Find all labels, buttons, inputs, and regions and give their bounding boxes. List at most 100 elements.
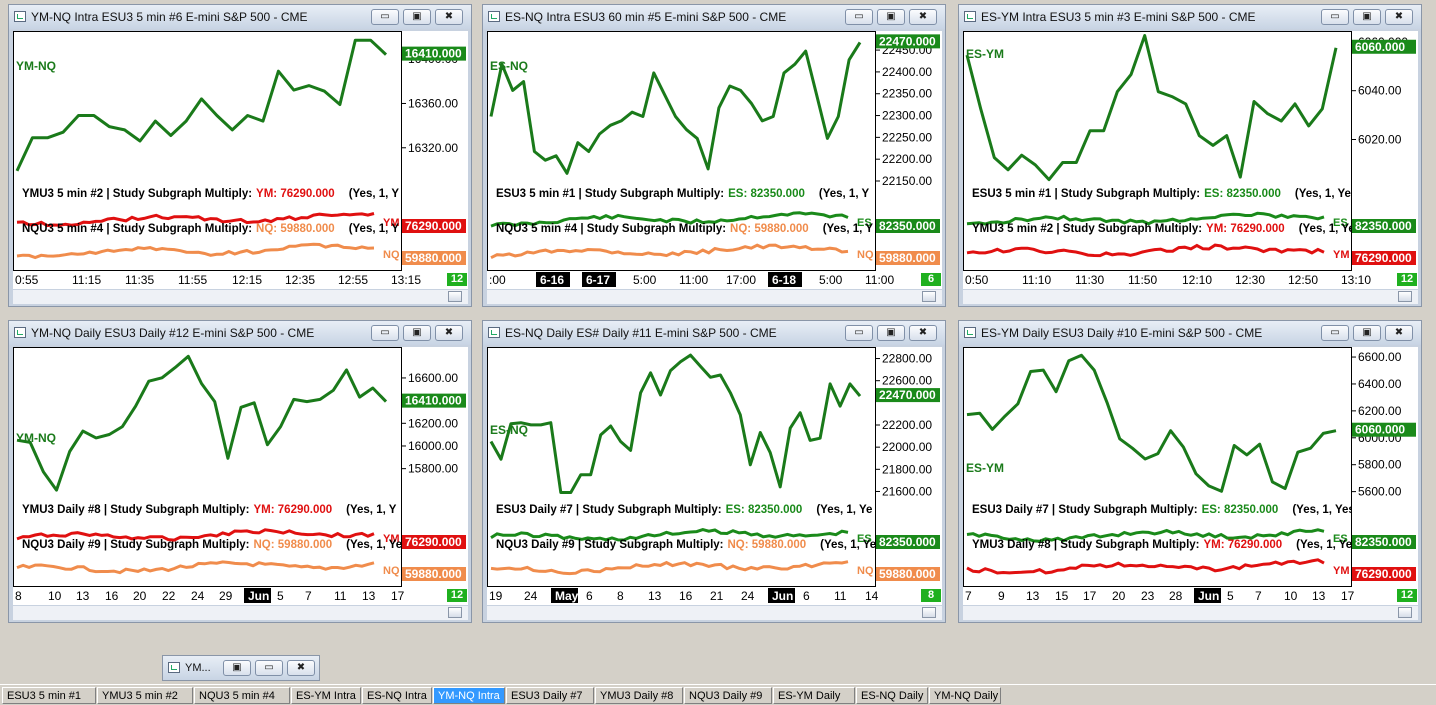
scrollbar-thumb[interactable] <box>448 291 462 302</box>
price-scale[interactable]: 16400.0016360.0016320.0016410.00076290.0… <box>402 31 468 271</box>
taskbar-tab[interactable]: ESU3 5 min #1 <box>2 687 96 704</box>
time-tick-label: 6 <box>586 589 593 603</box>
close-button[interactable]: ✖ <box>435 325 463 341</box>
taskbar-tab[interactable]: YMU3 5 min #2 <box>97 687 193 704</box>
bar-counter: 8 <box>921 589 941 602</box>
time-tick-label: 10 <box>48 589 62 603</box>
window-titlebar[interactable]: ES-NQ Intra ESU3 60 min #5 E-mini S&P 50… <box>483 5 945 29</box>
subgraph-last-label: 82350.000 <box>879 535 936 549</box>
subgraph-tag: NQ <box>857 249 874 261</box>
scrollbar-thumb[interactable] <box>922 607 936 618</box>
close-button[interactable]: ✖ <box>909 325 937 341</box>
restore-button[interactable]: ▣ <box>877 9 905 25</box>
taskbar-tab[interactable]: YM-NQ Daily <box>929 687 1001 704</box>
taskbar-tab[interactable]: YM-NQ Intra <box>433 687 505 704</box>
time-tick-label: 12:10 <box>1182 273 1212 287</box>
price-tick-label: 5600.00 <box>1358 485 1402 499</box>
subgraph-params: (Yes, 1, Ye <box>1295 188 1351 200</box>
subgraph-last-label: 76290.000 <box>1355 567 1412 581</box>
restore-button[interactable]: ▣ <box>1353 325 1381 341</box>
close-button[interactable]: ✖ <box>1385 9 1413 25</box>
price-scale[interactable]: 6060.0006040.006020.006060.00082350.0007… <box>1352 31 1418 271</box>
scrollbar-thumb[interactable] <box>1398 291 1412 302</box>
window-titlebar[interactable]: YM-NQ Intra ESU3 5 min #6 E-mini S&P 500… <box>9 5 471 29</box>
minimize-button[interactable]: ▭ <box>845 325 873 341</box>
price-scale-svg: 22450.0022400.0022350.0022300.0022250.00… <box>876 31 942 271</box>
minimize-button[interactable]: ▭ <box>1321 325 1349 341</box>
chart-icon <box>964 327 976 338</box>
price-tick-label: 16600.00 <box>408 371 458 385</box>
subgraph-params: (Yes, 1, Yes <box>1292 504 1351 516</box>
taskbar-tab[interactable]: ES-NQ Intra <box>362 687 432 704</box>
minimize-button[interactable]: ▭ <box>845 9 873 25</box>
time-tick-label: 0:50 <box>965 273 989 287</box>
time-tick-label: 0:55 <box>15 273 39 287</box>
minimize-button[interactable]: ▭ <box>371 325 399 341</box>
window-titlebar[interactable]: ES-YM Intra ESU3 5 min #3 E-mini S&P 500… <box>959 5 1421 29</box>
restore-button[interactable]: ▣ <box>403 9 431 25</box>
taskbar-tab[interactable]: ES-YM Daily <box>773 687 855 704</box>
chart-window[interactable]: YM-NQ Daily ESU3 Daily #12 E-mini S&P 50… <box>8 320 472 623</box>
restore-button[interactable]: ▣ <box>1353 9 1381 25</box>
horizontal-scrollbar[interactable] <box>13 606 468 620</box>
horizontal-scrollbar[interactable] <box>963 606 1418 620</box>
minimize-button[interactable]: ▭ <box>371 9 399 25</box>
time-tick-label: 13 <box>648 589 662 603</box>
horizontal-scrollbar[interactable] <box>487 290 942 304</box>
close-button[interactable]: ✖ <box>435 9 463 25</box>
minimize-button[interactable]: ▭ <box>1321 9 1349 25</box>
close-button[interactable]: ✖ <box>1385 325 1413 341</box>
minimized-chart-window[interactable]: YM... ▣ ▭ ✖ <box>162 655 320 681</box>
close-button[interactable]: ✖ <box>909 9 937 25</box>
scrollbar-thumb[interactable] <box>922 291 936 302</box>
price-tick-label: 22300.00 <box>882 109 932 123</box>
horizontal-scrollbar[interactable] <box>963 290 1418 304</box>
horizontal-scrollbar[interactable] <box>487 606 942 620</box>
window-titlebar[interactable]: ES-YM Daily ESU3 Daily #10 E-mini S&P 50… <box>959 321 1421 345</box>
horizontal-scrollbar[interactable] <box>13 290 468 304</box>
subgraph-header: YMU3 Daily #8 | Study Subgraph Multiply:… <box>972 539 1351 551</box>
taskbar-tab[interactable]: NQU3 5 min #4 <box>194 687 290 704</box>
subgraph-last-label: 76290.000 <box>405 219 462 233</box>
window-titlebar[interactable]: YM-NQ Daily ESU3 Daily #12 E-mini S&P 50… <box>9 321 471 345</box>
chart-window[interactable]: ES-NQ Daily ES# Daily #11 E-mini S&P 500… <box>482 320 946 623</box>
window-titlebar[interactable]: ES-NQ Daily ES# Daily #11 E-mini S&P 500… <box>483 321 945 345</box>
chart-window[interactable]: ES-NQ Intra ESU3 60 min #5 E-mini S&P 50… <box>482 4 946 307</box>
taskbar-tab[interactable]: NQU3 Daily #9 <box>684 687 772 704</box>
taskbar-tab[interactable]: ES-YM Intra <box>291 687 361 704</box>
restore-button[interactable]: ▣ <box>877 325 905 341</box>
chart-window[interactable]: ES-YM Intra ESU3 5 min #3 E-mini S&P 500… <box>958 4 1422 307</box>
subgraph-line <box>967 245 1324 256</box>
scrollbar-thumb[interactable] <box>1398 607 1412 618</box>
chart-window[interactable]: ES-YM Daily ESU3 Daily #10 E-mini S&P 50… <box>958 320 1422 623</box>
restore-button[interactable]: ▣ <box>403 325 431 341</box>
taskbar-tab[interactable]: ES-NQ Daily <box>856 687 928 704</box>
scrollbar-thumb[interactable] <box>448 607 462 618</box>
maximize-button[interactable]: ▭ <box>255 660 283 676</box>
restore-button[interactable]: ▣ <box>223 660 251 676</box>
subgraph-params: (Yes, 1, Y <box>346 504 397 516</box>
taskbar-tab[interactable]: YMU3 Daily #8 <box>595 687 683 704</box>
price-tick-label: 22150.00 <box>882 174 932 188</box>
subgraph-params: (Yes, 1, Y <box>819 188 870 200</box>
taskbar-tab[interactable]: ESU3 Daily #7 <box>506 687 594 704</box>
close-button[interactable]: ✖ <box>287 660 315 676</box>
chart-window[interactable]: YM-NQ Intra ESU3 5 min #6 E-mini S&P 500… <box>8 4 472 307</box>
